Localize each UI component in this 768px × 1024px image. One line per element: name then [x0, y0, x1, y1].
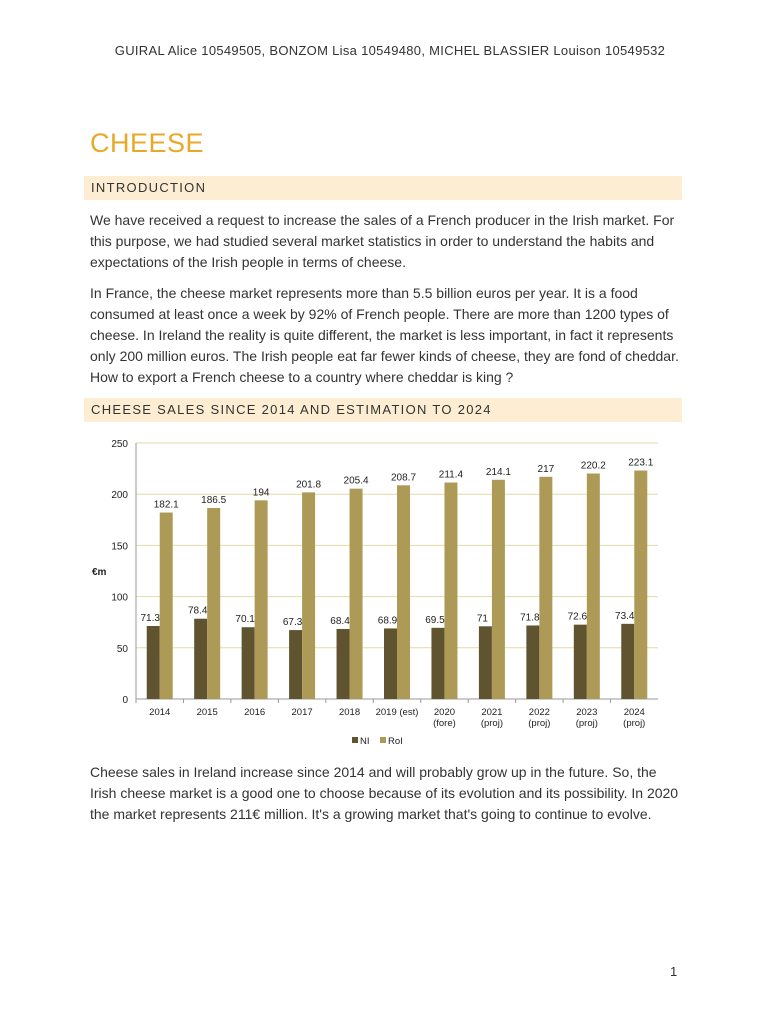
- data-label: 69.5: [425, 615, 445, 626]
- y-tick-label: 0: [122, 695, 128, 706]
- bar-ni: [621, 623, 635, 699]
- legend-swatch-ni: [352, 737, 358, 743]
- data-label: 78.4: [188, 606, 208, 617]
- bar-roi: [444, 482, 458, 699]
- data-label: 223.1: [628, 458, 653, 469]
- data-label: 182.1: [154, 500, 179, 511]
- data-label: 217: [538, 464, 555, 475]
- intro-paragraph-1: We have received a request to increase t…: [90, 212, 675, 270]
- bar-ni: [526, 625, 540, 699]
- bar-ni: [289, 630, 303, 699]
- bar-roi: [586, 473, 600, 699]
- x-tick-label: 2022: [529, 707, 550, 718]
- bar-roi: [539, 476, 553, 699]
- y-tick-label: 150: [111, 541, 128, 552]
- cheese-sales-chart: 0 50 100 150 200 250 €m 2014 71.3 182.1 2015 78.4 18…: [92, 439, 658, 747]
- legend-label: RoI: [388, 736, 403, 747]
- data-label: 72.6: [568, 612, 588, 623]
- x-tick-label: (proj): [576, 718, 598, 729]
- y-tick-label: 100: [111, 593, 128, 604]
- section-heading-introduction: INTRODUCTION: [84, 176, 682, 200]
- bar-roi: [254, 500, 268, 699]
- data-label: 211.4: [439, 470, 464, 481]
- bar-ni: [431, 627, 445, 699]
- bar-roi: [207, 508, 221, 699]
- y-tick-label: 250: [111, 439, 128, 450]
- data-label: 205.4: [344, 476, 369, 487]
- data-label: 220.2: [581, 461, 606, 472]
- page-title: CHEESE: [90, 128, 205, 158]
- y-tick-label: 200: [111, 490, 128, 501]
- legend-label: NI: [360, 736, 370, 747]
- bar-ni: [194, 618, 208, 699]
- sales-paragraph: Cheese sales in Ireland increase since 2…: [90, 764, 679, 822]
- bar-roi: [491, 479, 505, 699]
- x-tick-label: 2020: [434, 707, 455, 718]
- section-heading-sales: CHEESE SALES SINCE 2014 AND ESTIMATION T…: [84, 398, 682, 422]
- data-label: 214.1: [486, 467, 511, 478]
- page-number: 1: [670, 964, 678, 979]
- data-label: 73.4: [615, 611, 635, 622]
- x-tick-label: (fore): [433, 718, 456, 729]
- legend-swatch-roi: [380, 737, 386, 743]
- data-label: 70.1: [235, 614, 255, 625]
- y-axis-label: €m: [92, 567, 107, 578]
- x-tick-label: 2024: [624, 707, 645, 718]
- x-tick-label: 2015: [197, 707, 218, 718]
- bar-roi: [349, 488, 363, 699]
- x-tick-label: 2017: [292, 707, 313, 718]
- intro-paragraph-2: In France, the cheese market represents …: [90, 285, 679, 385]
- data-label: 71.3: [140, 613, 160, 624]
- bar-ni: [478, 626, 492, 699]
- data-label: 67.3: [283, 617, 303, 628]
- x-tick-label: 2016: [244, 707, 265, 718]
- bar-roi: [302, 492, 316, 699]
- x-tick-label: 2014: [149, 707, 170, 718]
- data-label: 68.9: [378, 615, 398, 626]
- data-label: 208.7: [391, 472, 416, 483]
- data-label: 186.5: [201, 495, 226, 506]
- x-tick-label: 2021: [481, 707, 502, 718]
- x-tick-label: (proj): [623, 718, 645, 729]
- bar-ni: [146, 625, 160, 699]
- data-label: 68.4: [330, 616, 350, 627]
- y-tick-label: 50: [117, 644, 129, 655]
- bar-ni: [573, 624, 587, 699]
- x-tick-label: (proj): [528, 718, 550, 729]
- bar-ni: [241, 627, 255, 699]
- x-tick-label: 2018: [339, 707, 360, 718]
- bar-roi: [397, 485, 410, 699]
- page-body: INTRODUCTION We have received a request …: [84, 176, 682, 825]
- x-tick-label: 2023: [576, 707, 597, 718]
- bar-roi: [634, 470, 648, 699]
- page-header: GUIRAL Alice 10549505, BONZOM Lisa 10549…: [114, 43, 666, 58]
- bar-ni: [384, 628, 397, 699]
- bar-roi: [159, 512, 173, 699]
- data-label: 201.8: [296, 479, 321, 490]
- data-label: 194: [253, 487, 270, 498]
- bar-ni: [336, 628, 350, 699]
- data-label: 71.8: [520, 612, 540, 623]
- x-tick-label: 2019 (est): [376, 707, 419, 718]
- x-tick-label: (proj): [481, 718, 503, 729]
- data-label: 71: [477, 613, 489, 624]
